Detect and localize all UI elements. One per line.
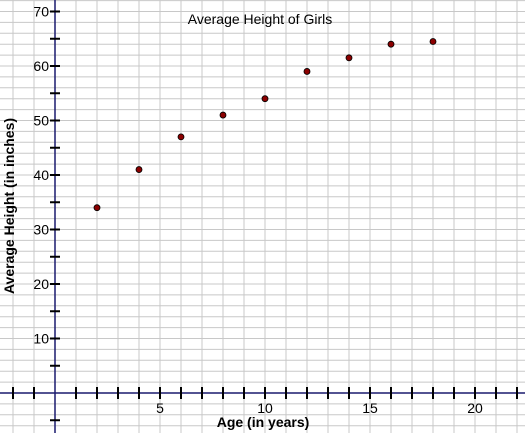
chart-title: Average Height of Girls (188, 11, 332, 27)
y-tick-label: 60 (33, 58, 49, 74)
y-tick-label: 50 (33, 113, 49, 129)
data-point (303, 68, 311, 75)
data-point (387, 40, 395, 48)
data-points (93, 38, 437, 212)
data-point (93, 204, 101, 212)
x-tick-label: 20 (467, 400, 483, 416)
tick-labels: 5 10 15 20 10 20 30 40 50 60 70 (33, 4, 483, 417)
tick-marks (12, 10, 518, 422)
data-point (219, 111, 227, 119)
data-point (429, 38, 437, 45)
x-tick-label: 15 (362, 400, 378, 416)
data-point (345, 54, 353, 62)
y-tick-label: 30 (33, 222, 49, 238)
y-tick-label: 70 (33, 4, 49, 20)
data-point (261, 95, 269, 103)
y-tick-label: 20 (33, 276, 49, 292)
y-axis-label: Average Height (in inches) (1, 118, 17, 294)
data-point (135, 166, 143, 173)
x-tick-label: 10 (257, 400, 273, 416)
y-tick-label: 40 (33, 167, 49, 183)
x-axis-label: Age (in years) (217, 414, 310, 430)
y-tick-label: 10 (33, 331, 49, 347)
data-point (177, 133, 185, 141)
x-tick-label: 5 (156, 400, 164, 416)
